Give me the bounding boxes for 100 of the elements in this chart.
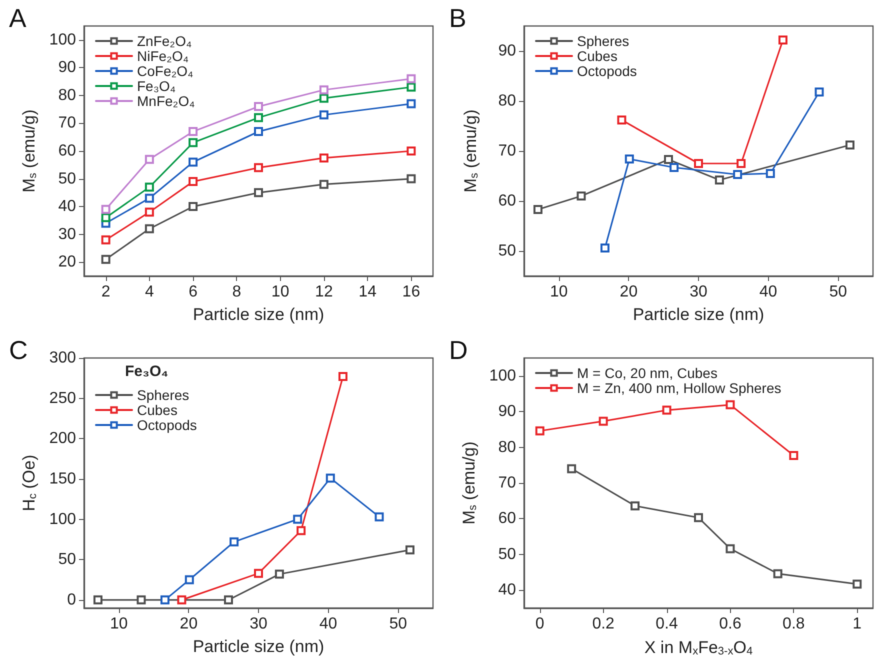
x-tick-label: 4 [144,284,154,300]
point [662,406,672,415]
y-axis-title: Ms (emu/g) [461,110,480,192]
y-tick-label: 50 [498,546,516,563]
point [136,595,146,604]
x-axis-title: Particle size (nm) [632,305,764,324]
y-tick-label: 60 [498,192,516,210]
point [177,595,186,604]
point [319,180,328,189]
point [93,595,102,604]
point [733,170,742,179]
point [101,235,110,244]
point [160,595,170,604]
point [766,169,775,178]
point [184,575,194,584]
y-axis-title: Ms (emu/g) [19,110,39,192]
point [778,36,788,44]
point [598,416,608,426]
point [576,192,586,200]
y-tick-label: 70 [498,474,516,492]
legend-label: CoFe₂O₄ [137,63,194,79]
point [101,213,110,222]
x-tick-label: 10 [110,616,128,632]
point [254,163,263,172]
y-tick-label: 60 [58,142,76,160]
legend-label: Spheres [137,387,190,403]
x-tick-label: 16 [402,284,420,300]
y-tick-label: 90 [498,403,516,420]
y-tick-label: 80 [58,86,76,104]
x-tick-label: 40 [319,616,338,632]
legend-label: ZnFe₂O₄ [137,33,192,49]
point [254,113,263,122]
point [274,570,284,579]
y-tick-label: 300 [49,350,76,366]
point [144,182,154,192]
point [101,254,110,264]
x-tick-label: 50 [389,616,408,632]
legend-label: Cubes [577,48,618,64]
x-tick-label: 0.4 [656,616,678,632]
point [319,110,328,120]
y-tick-label: 100 [49,31,76,48]
y-tick-label: 20 [58,254,76,271]
y-tick-label: 100 [49,510,76,528]
point [188,158,198,167]
point [736,159,746,168]
chart-title: C [9,335,28,365]
y-tick-label: 30 [58,226,76,243]
point [814,88,824,96]
point [406,99,416,108]
point [188,138,198,148]
y-axis-title: Ms (emu/g) [459,442,479,524]
x-axis-title: Particle size (nm) [192,637,324,656]
point [144,194,154,203]
y-tick-label: 60 [498,510,516,528]
point [714,176,724,184]
x-tick-label: 6 [188,284,198,300]
x-tick-label: 8 [232,284,242,300]
y-tick-label: 70 [498,142,516,160]
x-tick-label: 0.2 [592,616,615,632]
point [624,154,634,164]
y-tick-label: 50 [58,551,76,568]
point [319,153,328,162]
x-tick-label: 50 [829,284,848,300]
point [533,205,542,214]
legend-label: Cubes [137,402,178,418]
x-tick-label: 30 [690,284,708,300]
legend-label: MnFe₂O₄ [137,93,196,109]
point [630,501,640,510]
point [670,163,679,172]
point [338,372,348,382]
y-tick-label: 200 [49,430,76,448]
x-tick-label: 1 [852,616,862,632]
legend-label: Spheres [577,33,630,49]
point [726,400,735,410]
legend-label: Octopods [137,417,197,433]
legend-label: M = Co, 20 nm, Cubes [577,365,718,381]
x-tick-label: 14 [358,284,377,300]
point [188,127,198,136]
point [224,595,233,604]
x-tick-label: 0.8 [782,616,805,632]
point [406,174,416,184]
point [600,244,610,252]
point [296,526,306,536]
point [535,426,544,436]
point [319,85,328,94]
x-tick-label: 2 [101,284,110,300]
point [617,116,626,124]
point [254,568,263,578]
point [230,537,239,546]
point [845,140,854,150]
point [293,514,302,524]
point [254,102,263,112]
y-tick-label: 50 [498,242,516,260]
chart-title: A [9,3,27,33]
x-tick-label: 40 [759,284,778,300]
point [326,474,335,483]
point [406,146,416,156]
y-tick-label: 70 [58,114,76,132]
y-tick-label: 90 [498,42,516,60]
y-tick-label: 90 [58,59,76,76]
